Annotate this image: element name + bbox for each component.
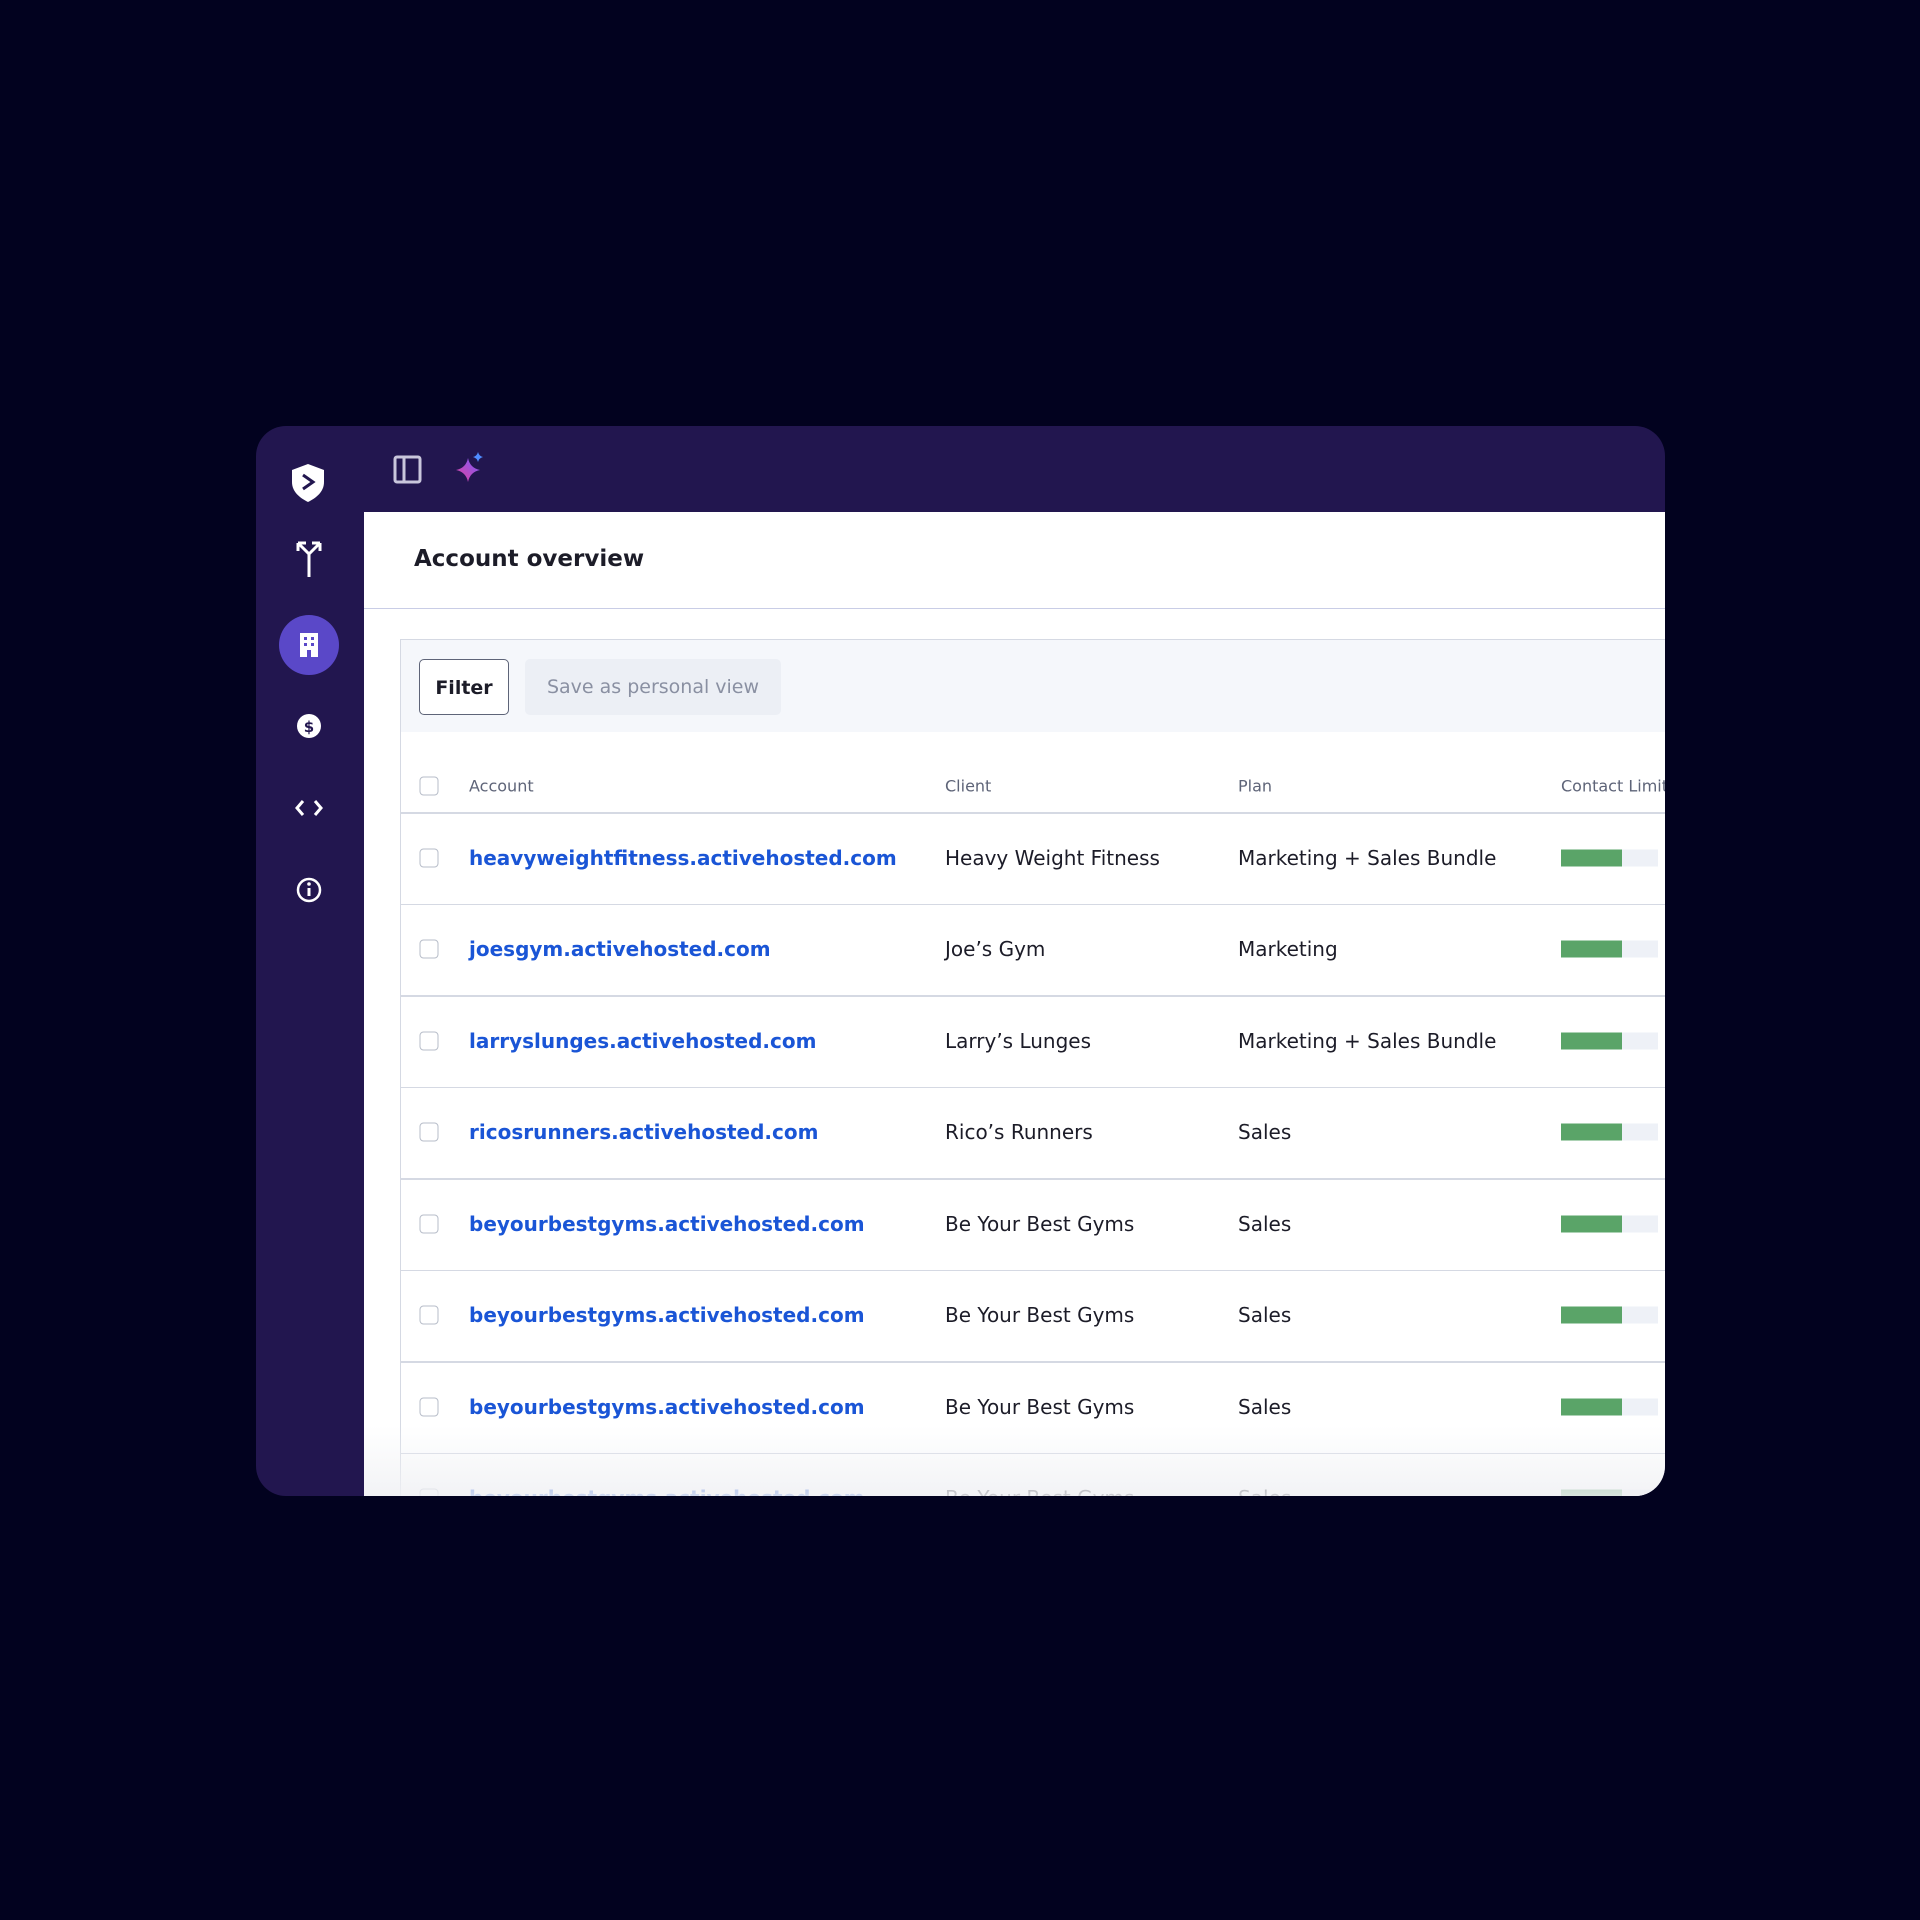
plan-name: Marketing + Sales Bundle xyxy=(1238,845,1497,870)
account-link[interactable]: beyourbestgyms.activehosted.com xyxy=(469,1303,865,1328)
client-name: Joe’s Gym xyxy=(945,937,1046,962)
scroll-fade xyxy=(364,1426,1665,1496)
contact-limit-track xyxy=(1561,1398,1658,1416)
row-line xyxy=(401,995,1665,997)
row-checkbox[interactable] xyxy=(419,1031,439,1051)
client-name: Be Your Best Gyms xyxy=(945,1394,1135,1419)
toolbar: Filter Save as personal view xyxy=(401,640,1665,732)
row-checkbox[interactable] xyxy=(419,1397,439,1417)
contact-limit-track xyxy=(1561,1032,1658,1050)
contact-limit-bar xyxy=(1561,1032,1623,1050)
contact-limit-track xyxy=(1561,1306,1658,1324)
account-link[interactable]: larryslunges.activehosted.com xyxy=(469,1028,817,1053)
row-checkbox[interactable] xyxy=(419,1122,439,1142)
page-title: Account overview xyxy=(414,546,645,572)
account-link[interactable]: heavyweightfitness.activehosted.com xyxy=(469,845,897,870)
nav-info[interactable] xyxy=(296,877,322,903)
divider xyxy=(364,608,1665,609)
row-line xyxy=(401,1178,1665,1180)
plan-name: Sales xyxy=(1238,1120,1292,1145)
row-line xyxy=(401,903,1665,905)
ai-sparkle-icon[interactable] xyxy=(456,458,480,482)
row-line xyxy=(401,1269,1665,1271)
select-all-checkbox[interactable] xyxy=(419,776,439,796)
plan-name: Sales xyxy=(1238,1394,1292,1419)
row-line xyxy=(401,1361,1665,1363)
filter-button[interactable]: Filter xyxy=(419,659,509,715)
contact-limit-track xyxy=(1561,849,1658,867)
plan-name: Sales xyxy=(1238,1303,1292,1328)
accounts-table: Filter Save as personal view Account Clie… xyxy=(400,639,1665,1496)
contact-limit-bar xyxy=(1561,849,1623,867)
top-bar xyxy=(393,452,483,484)
save-view-button[interactable]: Save as personal view xyxy=(525,659,781,715)
ai-sparkle-small xyxy=(473,452,483,462)
nav-billing[interactable]: $ xyxy=(297,714,321,738)
plan-name: Marketing + Sales Bundle xyxy=(1238,1028,1497,1053)
contact-limit-bar xyxy=(1561,1398,1623,1416)
column-header: Contact Limit xyxy=(1561,776,1665,796)
logo xyxy=(292,464,324,502)
column-header: Client xyxy=(945,776,992,796)
row-checkbox[interactable] xyxy=(419,1214,439,1234)
svg-text:$: $ xyxy=(304,718,314,736)
row-checkbox[interactable] xyxy=(419,1305,439,1325)
contact-limit-bar xyxy=(1561,940,1623,958)
client-name: Be Your Best Gyms xyxy=(945,1303,1135,1328)
contact-limit-bar xyxy=(1561,1123,1623,1141)
nav-branch[interactable] xyxy=(296,541,322,577)
plan-name: Sales xyxy=(1238,1211,1292,1236)
building-icon xyxy=(300,633,318,657)
sidebar: $ xyxy=(279,464,339,903)
contact-limit-bar xyxy=(1561,1215,1623,1233)
contact-limit-track xyxy=(1561,940,1658,958)
account-link[interactable]: beyourbestgyms.activehosted.com xyxy=(469,1394,865,1419)
client-name: Be Your Best Gyms xyxy=(945,1211,1135,1236)
nav-code[interactable] xyxy=(295,800,323,816)
content-panel: Account overview Filter Save as personal… xyxy=(364,512,1665,1496)
column-header: Account xyxy=(469,776,534,796)
toggle-sidebar-icon[interactable] xyxy=(393,455,422,484)
row-line xyxy=(401,1086,1665,1088)
client-name: Rico’s Runners xyxy=(945,1120,1093,1145)
contact-limit-track xyxy=(1561,1123,1658,1141)
column-header: Plan xyxy=(1238,776,1273,796)
contact-limit-bar xyxy=(1561,1306,1623,1324)
account-link[interactable]: ricosrunners.activehosted.com xyxy=(469,1120,819,1145)
app-window: $ Account overview Filter Save as person… xyxy=(256,426,1665,1496)
row-checkbox[interactable] xyxy=(419,848,439,868)
account-link[interactable]: beyourbestgyms.activehosted.com xyxy=(469,1211,865,1236)
header-line xyxy=(401,812,1665,814)
plan-name: Marketing xyxy=(1238,937,1338,962)
contact-limit-track xyxy=(1561,1215,1658,1233)
client-name: Heavy Weight Fitness xyxy=(945,845,1160,870)
client-name: Larry’s Lunges xyxy=(945,1028,1092,1053)
account-link[interactable]: joesgym.activehosted.com xyxy=(469,937,771,962)
row-checkbox[interactable] xyxy=(419,939,439,959)
